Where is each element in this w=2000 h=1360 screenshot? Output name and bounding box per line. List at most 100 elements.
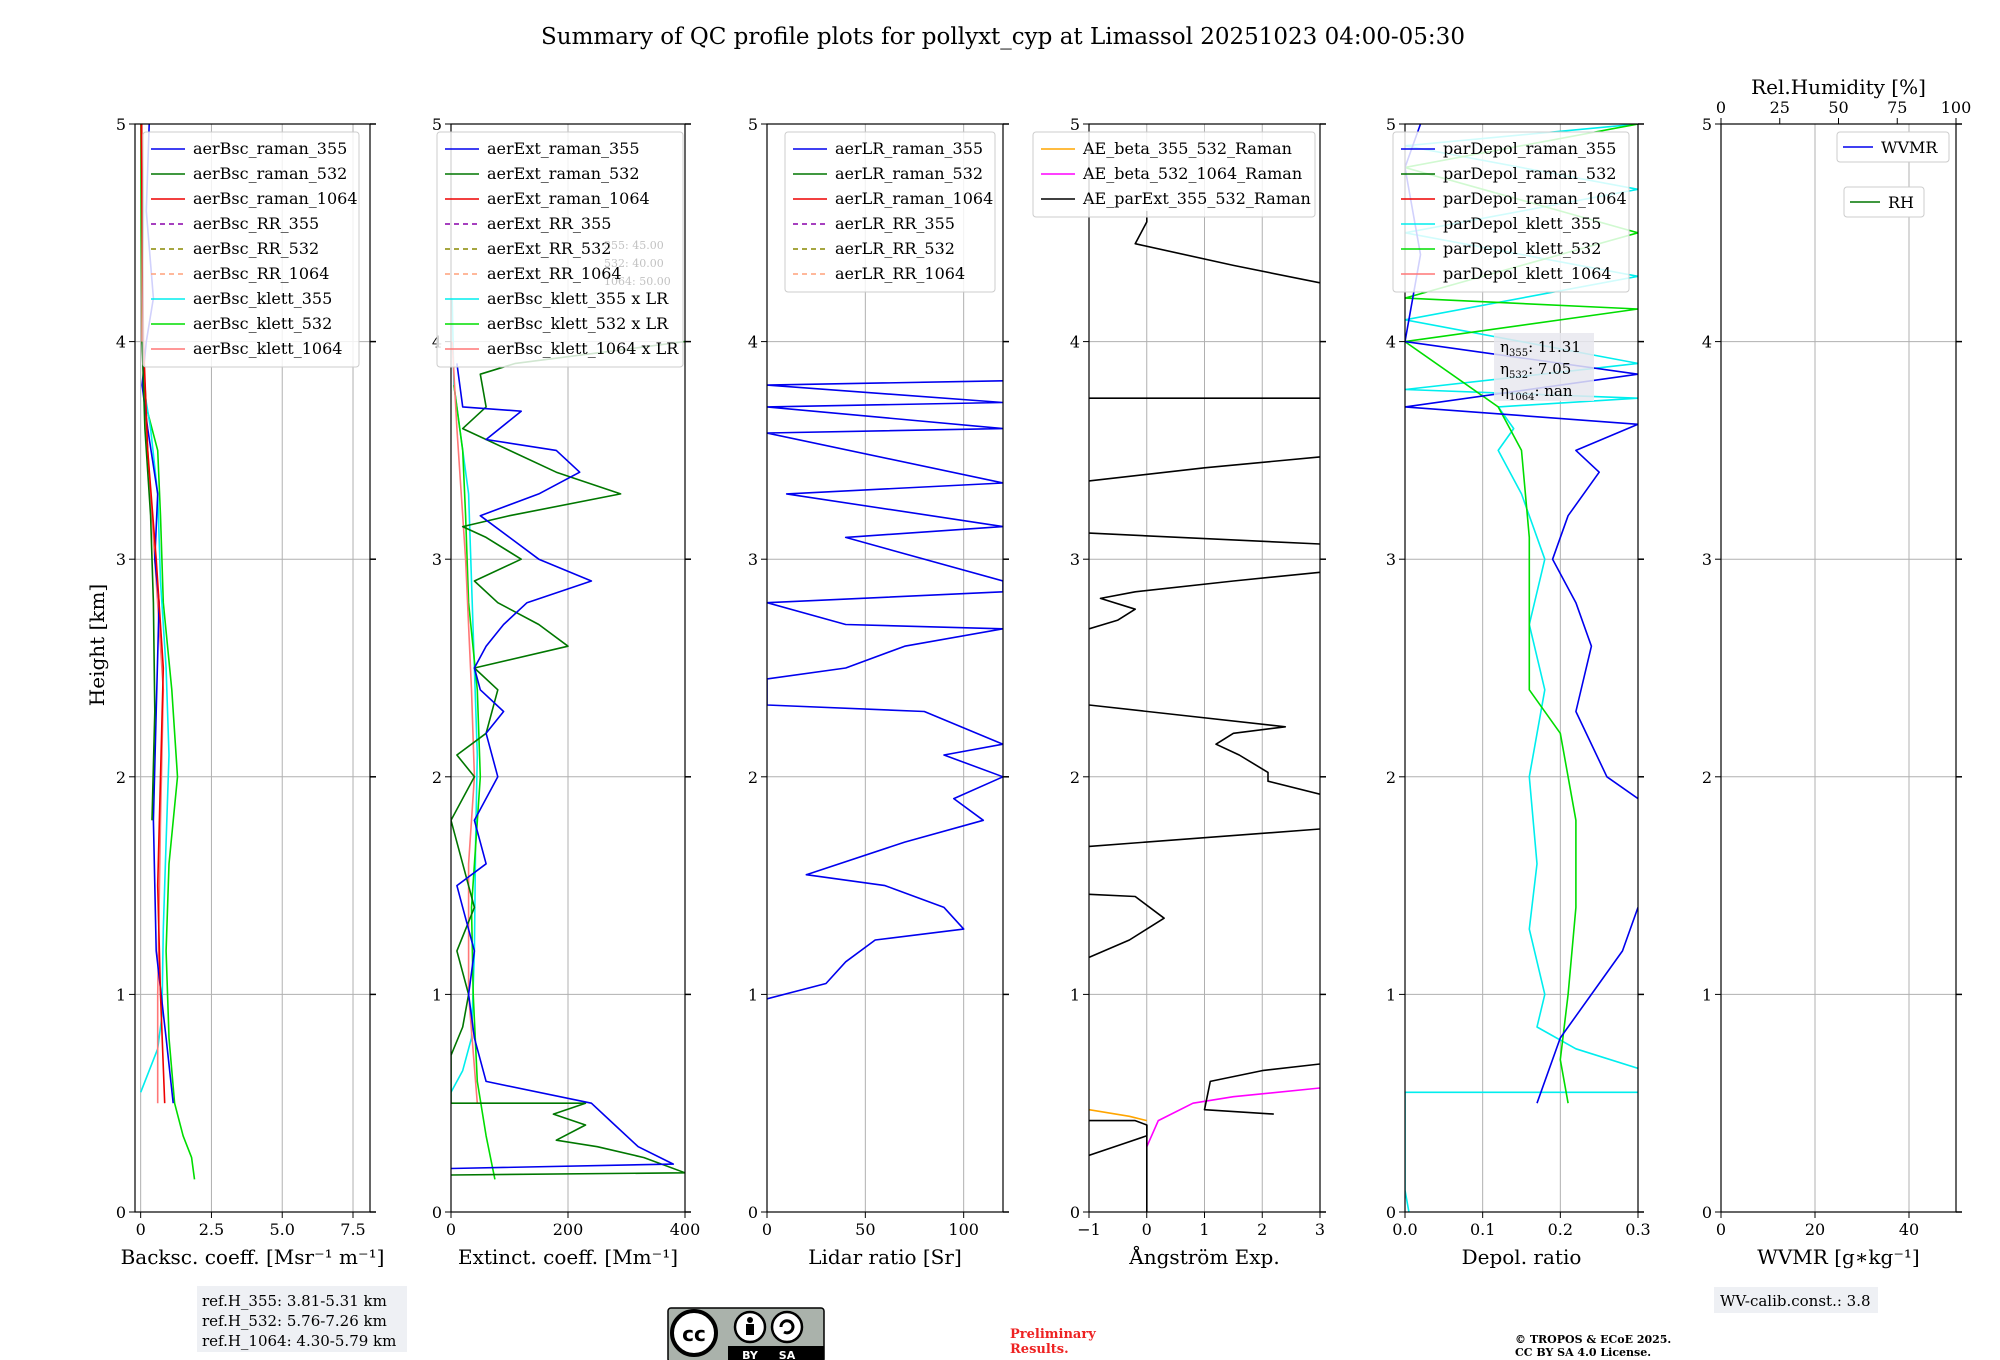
x-tick-label: 20: [1805, 1220, 1825, 1239]
y-tick-label: 2: [1702, 768, 1712, 787]
legend-label: WVMR: [1881, 138, 1938, 157]
lr-note-355: 355: 45.00: [604, 239, 664, 252]
refbox-background: [197, 1286, 407, 1352]
y-tick-label: 2: [748, 768, 758, 787]
y-tick-label: 1: [116, 985, 126, 1004]
y-tick-label: 4: [748, 333, 758, 352]
y-tick-label: 2: [1070, 768, 1080, 787]
top-x-tick-label: 50: [1828, 98, 1848, 117]
legend-label: aerBsc_raman_1064: [193, 189, 358, 208]
x-tick-label: 200: [553, 1220, 584, 1239]
legend-label: aerLR_RR_532: [835, 239, 955, 258]
legend: parDepol_raman_355 parDepol_raman_532 parD…: [1392, 131, 1630, 293]
legend-label: aerExt_raman_1064: [487, 189, 650, 208]
x-tick-label: 0.3: [1625, 1220, 1650, 1239]
y-tick-label: 3: [748, 550, 758, 569]
series-line-aerBsc_klett_532 x LR: [453, 384, 496, 1180]
legend-label: AE_beta_355_532_Raman: [1082, 139, 1292, 158]
y-tick-label: 1: [432, 985, 442, 1004]
legend-frame: [1843, 186, 1925, 218]
y-tick-label: 5: [432, 115, 442, 134]
y-tick-label: 3: [1702, 550, 1712, 569]
series-line-AE_parExt_355_532_Raman: [1203, 1063, 1320, 1115]
y-tick-label: 5: [116, 115, 126, 134]
cc-glyph-icon: cc: [682, 1322, 706, 1346]
panel-extinction: 0200400012345Extinct. coeff. [Mm⁻¹]aerEx…: [432, 115, 700, 1269]
copyright-line-2: CC BY SA 4.0 License.: [1515, 1346, 1651, 1359]
x-tick-label: 3: [1315, 1220, 1325, 1239]
y-tick-label: 0: [116, 1203, 126, 1222]
badge-sa-label: SA: [779, 1349, 796, 1360]
x-tick-label: 0: [446, 1220, 456, 1239]
legend: aerBsc_raman_355 aerBsc_raman_532 aerBsc_r…: [142, 131, 360, 368]
series-line-parDepol_raman_355: [1536, 907, 1638, 1104]
y-tick-label: 2: [116, 768, 126, 787]
legend: aerLR_raman_355 aerLR_raman_532 aerLR_rama…: [784, 131, 996, 293]
y-tick-label: 0: [432, 1203, 442, 1222]
x-tick-label: 0: [1716, 1220, 1726, 1239]
legend-label: aerExt_RR_355: [487, 214, 611, 233]
legend-label: parDepol_raman_1064: [1443, 189, 1627, 208]
lr-note-1064: 1064: 50.00: [604, 275, 671, 288]
eta-annotation: η355: 11.31 η532: 7.05 η1064: nan: [1494, 333, 1594, 403]
refbox-line-1064: ref.H_1064: 4.30-5.79 km: [202, 1332, 396, 1350]
x-tick-label: 0.1: [1470, 1220, 1495, 1239]
x-tick-label: 0: [1142, 1220, 1152, 1239]
legend-label: aerLR_RR_355: [835, 214, 955, 233]
x-axis-label: Extinct. coeff. [Mm⁻¹]: [458, 1245, 678, 1269]
top-x-tick-label: 0: [1716, 98, 1726, 117]
legend-label: parDepol_klett_1064: [1443, 264, 1612, 283]
x-tick-label: 0: [762, 1220, 772, 1239]
series-group: [451, 298, 685, 1180]
x-axis-label: Lidar ratio [Sr]: [808, 1245, 962, 1269]
copyright-line-1: © TROPOS & ECoE 2025.: [1515, 1333, 1671, 1346]
axes-frame: [766, 123, 1004, 1213]
cc-icon: [670, 1309, 718, 1357]
legend-label: aerLR_raman_532: [835, 164, 983, 183]
x-axis-label: WVMR [g∗kg⁻¹]: [1757, 1245, 1919, 1269]
axes-frame: [134, 123, 371, 1213]
series-line-aerBsc_raman_1064: [140, 124, 166, 1104]
x-axis-label: Backsc. coeff. [Msr⁻¹ m⁻¹]: [121, 1245, 385, 1269]
y-axis-label: Height [km]: [85, 584, 109, 706]
legend-frame: [436, 131, 684, 368]
eta-532: η532: 7.05: [1500, 360, 1571, 381]
legend: WVMR RH: [1836, 131, 1950, 218]
series-line-AE_parExt_355_532_Raman: [1089, 571, 1320, 630]
y-tick-label: 0: [748, 1203, 758, 1222]
series-line-AE_beta_355_532_Raman: [1089, 1108, 1147, 1122]
figure-title: Summary of QC profile plots for pollyxt_…: [541, 24, 1465, 50]
lr-notes: 355: 45.00 532: 40.00 1064: 50.00: [604, 239, 671, 288]
y-tick-label: 4: [1386, 333, 1396, 352]
series-line-AE_parExt_355_532_Raman: [1134, 211, 1320, 284]
sa-icon: [770, 1310, 804, 1344]
y-tick-label: 4: [1070, 333, 1080, 352]
series-line-AE_parExt_355_532_Raman: [1089, 704, 1320, 795]
legend-label: aerBsc_klett_532 x LR: [487, 314, 669, 333]
legend-frame: [1032, 131, 1316, 218]
legend-label: aerLR_raman_355: [835, 139, 983, 158]
x-tick-label: 100: [948, 1220, 979, 1239]
y-tick-label: 0: [1386, 1203, 1396, 1222]
preliminary-line-1: Preliminary: [1010, 1327, 1096, 1342]
wv-calib-box: WV-calib.const.: 3.8: [1714, 1287, 1878, 1313]
wv-calib-background: [1714, 1287, 1878, 1313]
y-tick-label: 3: [116, 550, 126, 569]
legend-label: parDepol_klett_355: [1443, 214, 1601, 233]
y-tick-label: 1: [1070, 985, 1080, 1004]
y-tick-label: 5: [1702, 115, 1712, 134]
x-tick-label: 50: [855, 1220, 875, 1239]
series-line-AE_parExt_355_532_Raman: [1089, 456, 1320, 482]
legend-label: parDepol_klett_532: [1443, 239, 1601, 258]
lr-note-532: 532: 40.00: [604, 257, 664, 270]
legend: aerExt_raman_355 aerExt_raman_532 aerExt_r…: [436, 131, 684, 368]
wv-calib-text: WV-calib.const.: 3.8: [1720, 1292, 1871, 1310]
legend-frame: [784, 131, 996, 293]
legend-label: RH: [1888, 193, 1914, 212]
y-tick-label: 2: [432, 768, 442, 787]
badge-by-label: BY: [742, 1349, 759, 1360]
x-tick-label: 2.5: [199, 1220, 224, 1239]
legend-frame: [142, 131, 360, 368]
x-tick-label: 40: [1899, 1220, 1919, 1239]
